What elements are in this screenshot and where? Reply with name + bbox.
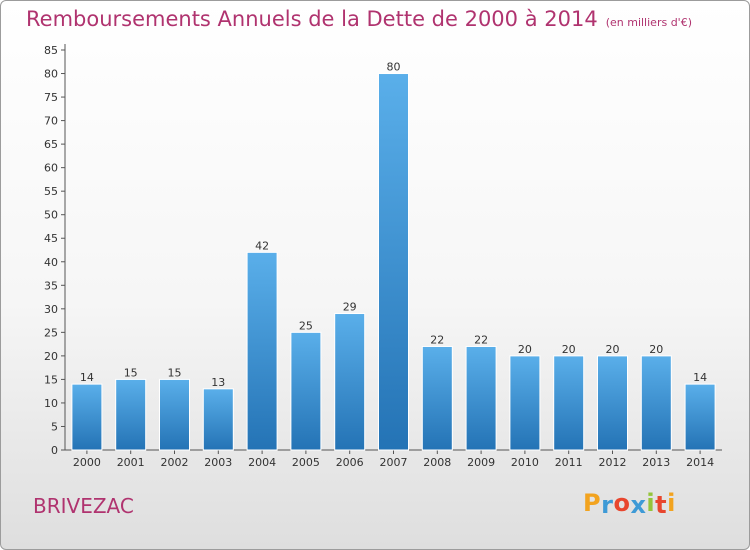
- bar-2010: [509, 355, 541, 451]
- logo-letter: i: [646, 489, 656, 517]
- y-tick-label: 10: [44, 397, 58, 410]
- y-tick-label: 15: [44, 373, 58, 386]
- bar-value-label: 15: [124, 366, 138, 379]
- bar-value-label: 20: [562, 343, 576, 356]
- logo-letter: i: [667, 489, 676, 517]
- y-tick-label: 55: [44, 185, 58, 198]
- bar-value-label: 14: [693, 371, 707, 384]
- bar-value-label: 29: [343, 301, 357, 314]
- commune-name: BRIVEZAC: [33, 494, 134, 518]
- y-tick-label: 0: [51, 444, 58, 457]
- x-tick-label: 2013: [642, 456, 670, 469]
- y-tick-label: 70: [44, 115, 58, 128]
- y-tick-label: 65: [44, 138, 58, 151]
- y-tick-label: 45: [44, 232, 58, 245]
- x-tick-label: 2014: [686, 456, 714, 469]
- x-tick-label: 2005: [292, 456, 320, 469]
- bar-value-label: 25: [299, 319, 313, 332]
- x-tick-label: 2012: [599, 456, 627, 469]
- x-tick-label: 2001: [117, 456, 145, 469]
- bar-value-label: 20: [606, 343, 620, 356]
- bar-2001: [115, 378, 147, 451]
- chart-title-main: Remboursements Annuels de la Dette de 20…: [26, 7, 598, 31]
- x-tick-label: 2002: [161, 456, 189, 469]
- chart-title: Remboursements Annuels de la Dette de 20…: [26, 7, 692, 31]
- logo-letter: x: [630, 491, 647, 519]
- y-tick-label: 25: [44, 326, 58, 339]
- bar-2007: [378, 73, 409, 451]
- y-tick-label: 85: [44, 44, 58, 57]
- bar-value-label: 20: [518, 343, 532, 356]
- bar-value-label: 42: [255, 239, 269, 252]
- bar-2013: [640, 355, 672, 451]
- y-tick-label: 80: [44, 68, 58, 81]
- x-tick-label: 2006: [336, 456, 364, 469]
- x-tick-label: 2010: [511, 456, 539, 469]
- y-tick-label: 50: [44, 209, 58, 222]
- bar-value-label: 20: [649, 343, 663, 356]
- chart-unit: (en milliers d'€): [605, 16, 692, 29]
- bar-value-label: 14: [80, 371, 94, 384]
- bar-2004: [246, 251, 278, 451]
- y-tick-label: 35: [44, 279, 58, 292]
- proxiti-logo: Proxiti: [583, 489, 676, 519]
- bar-2008: [421, 345, 453, 451]
- x-tick-label: 2008: [423, 456, 451, 469]
- x-tick-label: 2007: [380, 456, 408, 469]
- bar-value-label: 22: [430, 333, 444, 346]
- logo-letter: r: [601, 491, 614, 519]
- x-tick-label: 2009: [467, 456, 495, 469]
- bar-2005: [290, 331, 322, 451]
- logo-letter: t: [655, 491, 668, 519]
- y-tick-label: 60: [44, 162, 58, 175]
- x-tick-label: 2011: [555, 456, 583, 469]
- bars: 14 15 15 13 42 25 29 80 22 22 20 20 20 20 14: [71, 61, 716, 451]
- bar-2006: [334, 313, 366, 451]
- y-tick-label: 30: [44, 303, 58, 316]
- bar-2000: [71, 383, 103, 451]
- y-tick-label: 40: [44, 256, 58, 269]
- bar-2002: [159, 378, 190, 451]
- y-tick-label: 20: [44, 350, 58, 363]
- bar-2014: [684, 383, 716, 451]
- bar-2003: [202, 388, 234, 451]
- x-tick-label: 2000: [73, 456, 101, 469]
- bar-2009: [465, 345, 497, 451]
- bar-value-label: 80: [387, 61, 401, 74]
- logo-letter: o: [613, 489, 631, 517]
- bar-2012: [597, 355, 628, 451]
- bar-value-label: 13: [211, 376, 225, 389]
- logo-letter: P: [583, 489, 602, 517]
- bar-value-label: 15: [168, 366, 182, 379]
- y-tick-label: 75: [44, 91, 58, 104]
- bar-2011: [553, 355, 585, 451]
- x-tick-label: 2004: [248, 456, 276, 469]
- y-tick-label: 5: [51, 420, 58, 433]
- x-tick-label: 2003: [204, 456, 232, 469]
- bar-value-label: 22: [474, 333, 488, 346]
